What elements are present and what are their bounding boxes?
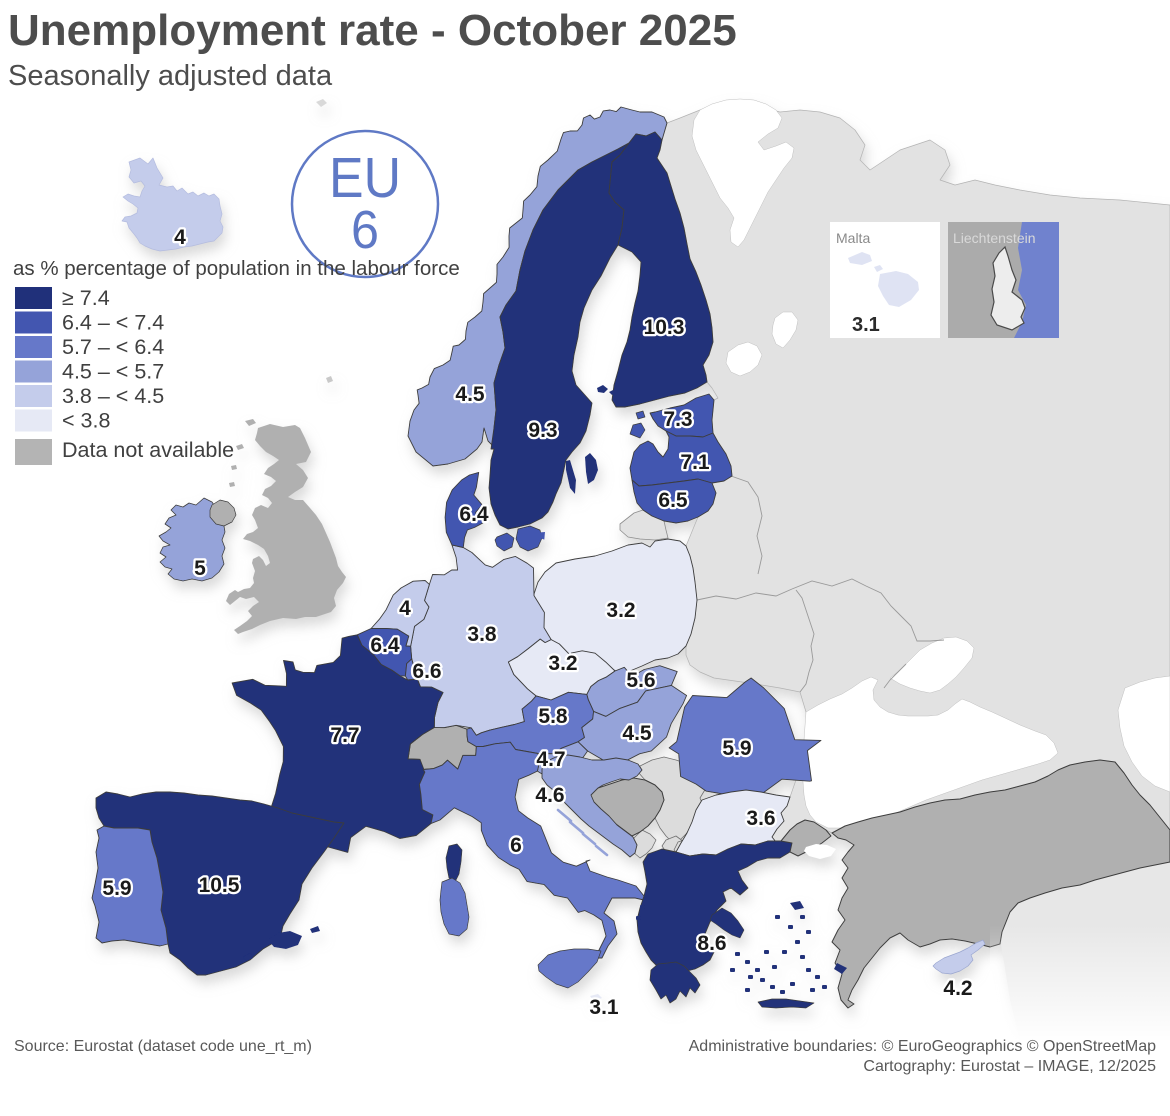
svg-text:6: 6 bbox=[510, 834, 522, 857]
svg-text:4: 4 bbox=[399, 597, 411, 620]
svg-text:5: 5 bbox=[194, 557, 206, 580]
svg-text:Seasonally adjusted data: Seasonally adjusted data bbox=[8, 60, 333, 92]
svg-text:as % percentage of population: as % percentage of population in the lab… bbox=[13, 257, 460, 280]
svg-text:< 3.8: < 3.8 bbox=[62, 409, 110, 433]
svg-text:3.8 – < 4.5: 3.8 – < 4.5 bbox=[62, 384, 164, 408]
svg-text:Unemployment rate - October 20: Unemployment rate - October 2025 bbox=[8, 6, 737, 55]
svg-text:3.8: 3.8 bbox=[467, 623, 497, 646]
svg-text:5.8: 5.8 bbox=[538, 705, 568, 728]
svg-text:6.4: 6.4 bbox=[459, 503, 489, 526]
svg-text:6: 6 bbox=[351, 200, 379, 260]
svg-text:3.2: 3.2 bbox=[548, 652, 577, 675]
svg-text:6.5: 6.5 bbox=[658, 489, 688, 512]
svg-text:3.6: 3.6 bbox=[746, 807, 775, 830]
svg-text:4.6: 4.6 bbox=[535, 784, 564, 807]
svg-text:5.9: 5.9 bbox=[102, 877, 131, 900]
svg-text:3.2: 3.2 bbox=[606, 599, 635, 622]
svg-text:7.3: 7.3 bbox=[663, 408, 692, 431]
svg-text:4.7: 4.7 bbox=[536, 748, 565, 771]
svg-text:4.5: 4.5 bbox=[622, 722, 652, 745]
svg-text:4.5 – < 5.7: 4.5 – < 5.7 bbox=[62, 360, 164, 384]
svg-text:5.9: 5.9 bbox=[722, 737, 751, 760]
svg-text:6.4 – < 7.4: 6.4 – < 7.4 bbox=[62, 311, 164, 335]
svg-text:Data not available: Data not available bbox=[62, 438, 234, 462]
svg-text:Liechtenstein: Liechtenstein bbox=[953, 230, 1036, 246]
svg-text:5.7 – < 6.4: 5.7 – < 6.4 bbox=[62, 335, 164, 359]
svg-text:7.7: 7.7 bbox=[330, 724, 359, 747]
svg-text:4.2: 4.2 bbox=[943, 977, 972, 1000]
svg-text:8.6: 8.6 bbox=[697, 932, 726, 955]
svg-text:EU: EU bbox=[329, 146, 401, 210]
svg-text:9.3: 9.3 bbox=[528, 419, 557, 442]
svg-text:Malta: Malta bbox=[836, 230, 870, 246]
svg-text:Cartography: Eurostat – IMAGE,: Cartography: Eurostat – IMAGE, 12/2025 bbox=[863, 1058, 1156, 1075]
svg-text:4: 4 bbox=[174, 226, 186, 249]
svg-text:10.5: 10.5 bbox=[199, 874, 240, 897]
svg-text:7.1: 7.1 bbox=[680, 451, 710, 474]
svg-text:Source: Eurostat (dataset code: Source: Eurostat (dataset code une_rt_m) bbox=[14, 1038, 312, 1055]
svg-text:10.3: 10.3 bbox=[644, 316, 685, 339]
svg-text:Administrative boundaries: © E: Administrative boundaries: © EuroGeograp… bbox=[689, 1038, 1156, 1055]
svg-text:4.5: 4.5 bbox=[455, 383, 485, 406]
svg-text:5.6: 5.6 bbox=[626, 669, 655, 692]
svg-text:3.1: 3.1 bbox=[852, 314, 880, 336]
svg-text:3.1: 3.1 bbox=[589, 996, 619, 1019]
svg-text:≥ 7.4: ≥ 7.4 bbox=[62, 286, 110, 310]
svg-text:6.6: 6.6 bbox=[412, 660, 441, 683]
svg-text:6.4: 6.4 bbox=[370, 634, 400, 657]
